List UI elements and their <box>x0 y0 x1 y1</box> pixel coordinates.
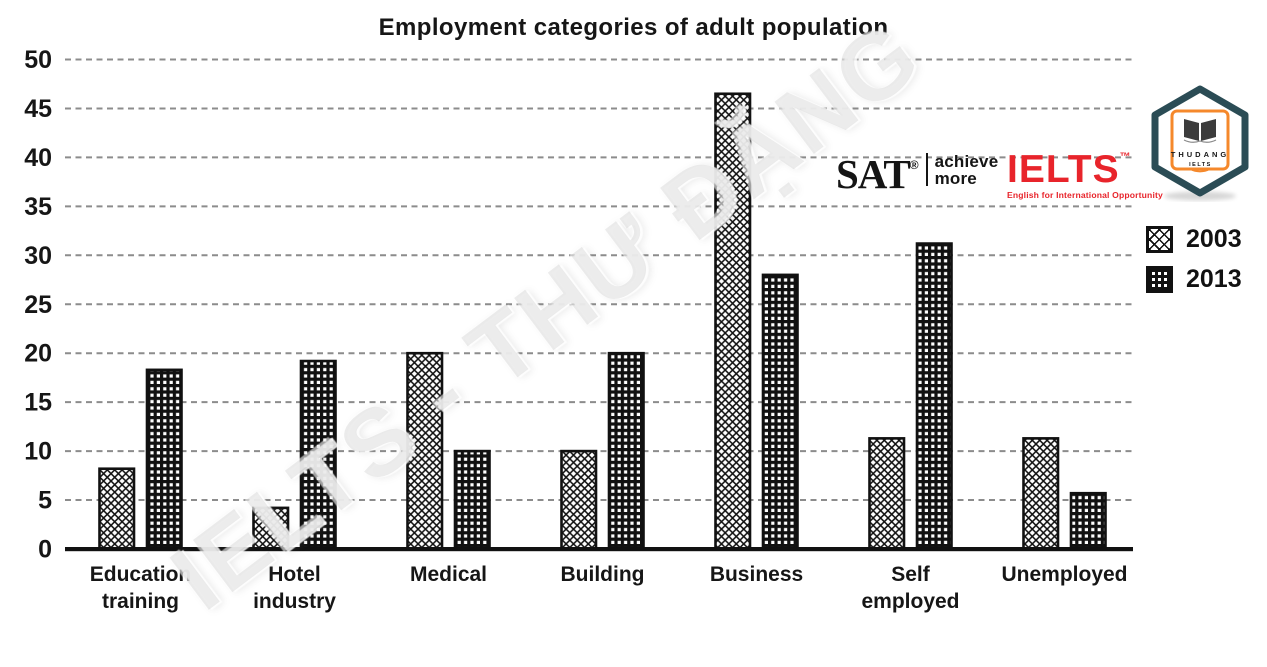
y-tick-40: 40 <box>24 144 52 172</box>
bar-2003-self-employed <box>868 437 906 551</box>
x-label-hotel-industry-line2: industry <box>253 590 336 613</box>
sat-logo-divider <box>925 153 928 186</box>
x-label-education-training-line1: Education <box>90 563 192 586</box>
ielts-logo-subtitle: English for International Opportunity <box>1007 190 1163 200</box>
bar-2013-education-training <box>145 368 183 551</box>
plot-area: 0 5 10 15 20 25 30 35 40 45 50 Education training Hot… <box>24 46 1135 613</box>
bar-2013-hotel-industry <box>299 359 337 551</box>
sat-logo-wordmark: SAT® <box>836 146 919 195</box>
ielts-logo-wordmark: IELTS™ <box>1007 138 1163 189</box>
y-tick-5: 5 <box>38 487 52 515</box>
sat-tagline-line1: achieve <box>934 151 999 171</box>
bar-2003-education-training <box>98 467 136 551</box>
x-label-hotel-industry-line1: Hotel <box>268 563 321 586</box>
y-tick-50: 50 <box>24 46 52 74</box>
x-label-self-employed-line1: Self <box>891 563 931 586</box>
bar-2003-hotel-industry <box>252 506 290 551</box>
legend-swatch-2013 <box>1146 266 1173 293</box>
legend-item-2003: 2003 <box>1146 225 1242 254</box>
bar-2003-building <box>560 449 598 551</box>
y-tick-15: 15 <box>24 389 52 417</box>
bar-2013-medical <box>453 449 491 551</box>
x-label-education-training-line2: training <box>102 590 179 613</box>
x-label-unemployed-line1: Unemployed <box>1001 563 1127 586</box>
bar-2013-building <box>607 351 645 551</box>
bar-2013-self-employed <box>915 242 953 551</box>
legend-item-2013: 2013 <box>1146 265 1242 294</box>
badge-brand-text: THUDANG <box>1171 150 1230 159</box>
ielts-logo: IELTS™ English for International Opportu… <box>1007 138 1163 200</box>
bar-2013-unemployed <box>1069 491 1107 551</box>
badge-frame <box>1170 109 1230 171</box>
y-tick-25: 25 <box>24 291 52 319</box>
sat-logo-text: SAT <box>836 151 911 197</box>
y-tick-10: 10 <box>24 438 52 466</box>
bar-2013-business <box>761 273 799 551</box>
y-tick-20: 20 <box>24 340 52 368</box>
x-label-medical-line1: Medical <box>410 563 487 586</box>
x-axis-line <box>65 547 1133 552</box>
badge-sub-text: IELTS <box>1189 162 1212 168</box>
x-label-business-line1: Business <box>710 563 803 586</box>
open-book-icon <box>1183 119 1217 143</box>
sat-logo: SAT® achieve more <box>836 146 999 195</box>
y-tick-30: 30 <box>24 242 52 270</box>
bar-2003-medical <box>406 351 444 551</box>
sat-logo-tagline: achieve more <box>935 153 999 187</box>
legend-label-2003: 2003 <box>1186 225 1242 253</box>
y-tick-35: 35 <box>24 193 52 221</box>
legend-swatch-2003 <box>1146 226 1173 253</box>
x-label-self-employed-line2: employed <box>861 590 959 613</box>
bar-2003-unemployed <box>1022 437 1060 551</box>
thudang-badge-logo: THUDANG IELTS <box>1151 85 1249 201</box>
ielts-logo-text: IELTS <box>1007 148 1120 191</box>
y-tick-45: 45 <box>24 95 52 123</box>
page-title: Employment categories of adult populatio… <box>378 14 889 41</box>
sat-tagline-line2: more <box>934 168 977 188</box>
registered-mark-icon: ® <box>909 158 919 172</box>
y-tick-0: 0 <box>38 536 52 564</box>
trademark-icon: ™ <box>1119 151 1132 163</box>
x-label-building-line1: Building <box>561 563 645 586</box>
bar-2003-business <box>714 92 752 551</box>
legend: 2003 2013 <box>1146 225 1242 305</box>
legend-label-2013: 2013 <box>1186 265 1242 293</box>
badge-accent-arc <box>1189 168 1211 173</box>
